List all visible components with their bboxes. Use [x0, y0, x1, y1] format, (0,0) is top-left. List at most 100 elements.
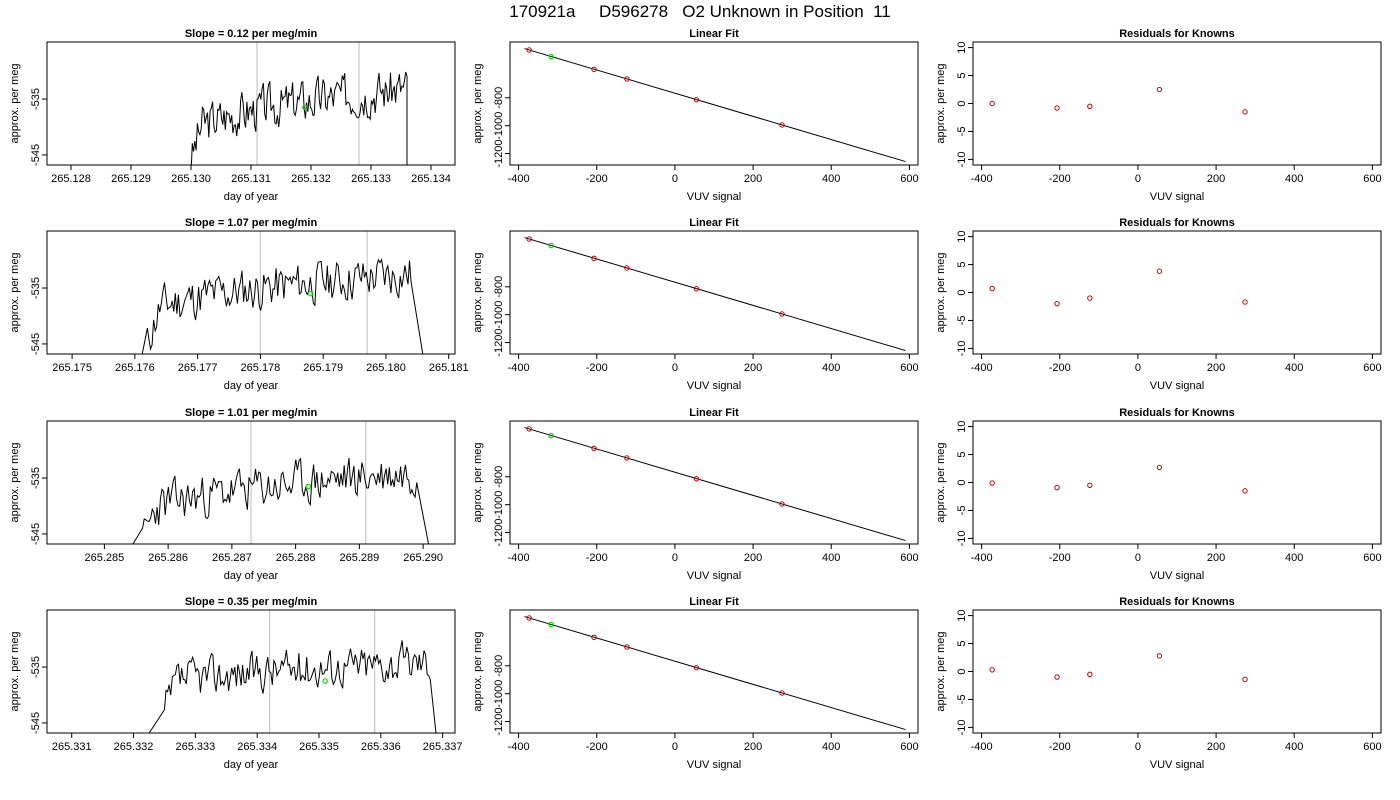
data-point: [1156, 653, 1163, 659]
x-axis: -400 -200 0 200 400 600: [971, 732, 1382, 753]
x-axis: 265.285 265.286 265.287 265.288 265.289 265.2…: [84, 543, 443, 564]
y-axis-label: approx. per meg: [9, 631, 21, 711]
data-point: [624, 76, 630, 82]
plot-data: [524, 236, 906, 352]
plot-data: [132, 421, 430, 544]
x-axis: -400 -200 0 200 400 600: [508, 732, 919, 753]
data-point: [1054, 674, 1060, 680]
x-tick-label: 265.131: [231, 173, 271, 185]
y-axis-label: approx. per meg: [472, 442, 484, 522]
signal-trace: [190, 71, 408, 165]
panel-title: Linear Fit: [689, 596, 739, 608]
x-tick-label: -400: [508, 552, 530, 564]
x-tick-label: 265.132: [291, 173, 331, 185]
data-point: [591, 66, 597, 73]
x-axis-label: VUV signal: [1150, 570, 1204, 582]
x-tick-label: 600: [1363, 173, 1381, 185]
x-axis: -400 -200 0 200 400 600: [508, 164, 919, 185]
y-axis-label: approx. per meg: [472, 631, 484, 711]
y-axis: -10 -5 0 5 10: [956, 420, 974, 546]
y-axis-label: approx. per meg: [472, 63, 484, 143]
data-point: [693, 97, 700, 103]
plot-data: [989, 464, 1248, 494]
x-tick-label: 265.286: [148, 552, 188, 564]
x-tick-label: 400: [1285, 173, 1303, 185]
plot-frame: [972, 420, 1382, 545]
x-tick-label: 265.285: [84, 552, 124, 564]
x-axis: -400 -200 0 200 400 600: [971, 353, 1382, 374]
page-title: 170921a D596278 O2 Unknown in Position 1…: [509, 2, 891, 21]
y-tick-label: -1000: [493, 680, 505, 708]
y-axis: -10 -5 0 5 10: [956, 41, 974, 167]
plot-data: [524, 615, 906, 731]
data-point: [591, 445, 597, 452]
data-point: [591, 255, 597, 262]
x-tick-label: 600: [900, 173, 918, 185]
x-tick-label: 0: [1135, 173, 1141, 185]
data-point: [591, 634, 597, 641]
data-point: [693, 476, 700, 482]
y-tick-label: -1000: [493, 112, 505, 140]
y-tick-label: -5: [956, 127, 968, 137]
plot-data: [141, 231, 424, 354]
panel-1-2: Linear Fit -400 -200 0 200 400 600 VUV signal -1…: [472, 28, 919, 203]
y-tick-label: 0: [956, 668, 968, 674]
data-point: [526, 47, 532, 53]
x-tick-label: -400: [971, 362, 993, 374]
x-tick-label: 265.128: [51, 173, 91, 185]
y-tick-label: -545: [30, 144, 42, 166]
signal-trace: [141, 258, 424, 354]
x-tick-label: -400: [508, 362, 530, 374]
x-tick-label: 400: [822, 741, 840, 753]
x-tick-label: 0: [672, 362, 678, 374]
data-point: [624, 455, 630, 461]
plot-data: [524, 47, 906, 163]
data-point: [989, 285, 995, 292]
data-point: [989, 480, 995, 486]
data-point: [1087, 295, 1093, 301]
x-tick-label: 400: [822, 173, 840, 185]
y-tick-label: -5: [956, 316, 968, 326]
x-tick-label: -200: [586, 741, 608, 753]
x-axis-label: VUV signal: [1150, 380, 1204, 392]
x-tick-label: 400: [1285, 362, 1303, 374]
y-axis: -1200-1000 -800: [493, 276, 511, 357]
plot-frame: [46, 609, 456, 734]
x-tick-label: 265.176: [115, 362, 155, 374]
x-tick-label: -200: [1049, 552, 1071, 564]
data-point: [1087, 671, 1093, 677]
data-point: [779, 122, 785, 128]
plot-frame: [509, 230, 919, 355]
x-tick-label: 265.181: [429, 362, 469, 374]
x-axis: 265.128 265.129 265.130 265.131 265.132 265.1…: [51, 164, 451, 185]
panel-3-2: Linear Fit -400 -200 0 200 400 600 VUV signal -1…: [472, 407, 919, 582]
y-tick-label: 0: [956, 479, 968, 485]
x-tick-label: 400: [822, 552, 840, 564]
plot-data: [989, 86, 1248, 115]
data-point: [1242, 299, 1248, 305]
x-tick-label: -200: [586, 173, 608, 185]
y-axis-label: approx. per meg: [935, 63, 947, 143]
x-tick-label: 200: [744, 173, 762, 185]
unknown-point: [302, 104, 308, 111]
x-axis: -400 -200 0 200 400 600: [971, 543, 1382, 564]
plot-frame: [509, 41, 919, 166]
x-tick-label: 600: [900, 552, 918, 564]
plot-frame: [509, 609, 919, 734]
x-axis: -400 -200 0 200 400 600: [508, 353, 919, 374]
x-tick-label: 0: [1135, 552, 1141, 564]
panel-4-2: Linear Fit -400 -200 0 200 400 600 VUV signal -1…: [472, 596, 919, 771]
data-point: [526, 426, 532, 432]
y-tick-label: -1200: [493, 328, 505, 356]
y-tick-label: -535: [30, 656, 42, 678]
panel-title: Residuals for Knowns: [1119, 407, 1235, 419]
signal-trace: [148, 640, 437, 733]
data-point: [693, 286, 700, 292]
x-tick-label: 265.179: [303, 362, 343, 374]
y-tick-label: -5: [956, 506, 968, 516]
y-axis: -545 -535: [30, 467, 48, 545]
data-point: [1054, 484, 1060, 491]
